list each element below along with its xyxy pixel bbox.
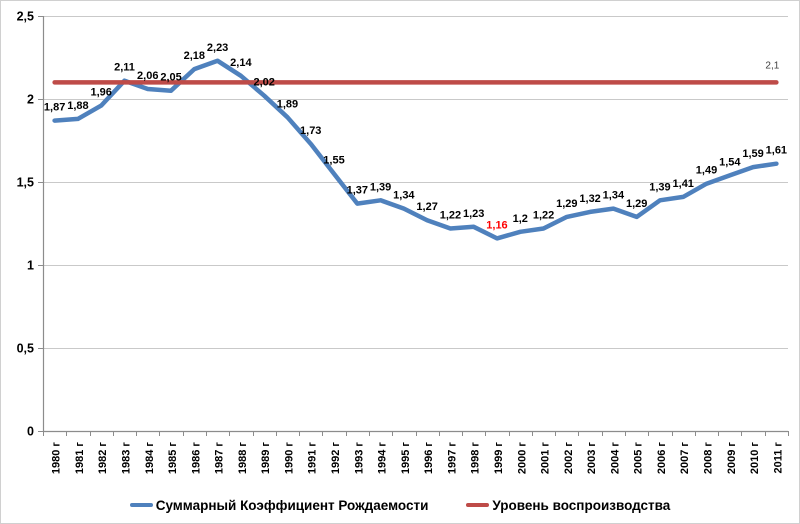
data-label: 1,55 <box>323 155 344 167</box>
data-label: 1,37 <box>347 185 368 197</box>
data-label: 1,39 <box>370 181 391 193</box>
data-label: 1,29 <box>626 198 647 210</box>
x-tick-label: 1982 г <box>97 442 109 475</box>
x-tick-label: 2005 г <box>633 442 645 475</box>
y-tick-label: 2 <box>27 93 34 107</box>
x-tick-label: 2009 г <box>726 442 738 475</box>
x-tick-label: 1981 г <box>74 442 86 475</box>
data-label: 1,27 <box>416 201 437 213</box>
data-label: 2,06 <box>137 70 158 82</box>
data-label: 1,87 <box>44 102 65 114</box>
x-tick-label: 2000 г <box>516 442 528 475</box>
data-label: 1,89 <box>277 98 298 110</box>
y-tick-label: 1 <box>27 259 34 273</box>
x-tick-label: 1994 г <box>377 442 389 475</box>
x-tick-label: 1985 г <box>167 442 179 475</box>
data-label: 1,22 <box>533 209 554 221</box>
x-tick-label: 1993 г <box>353 442 365 475</box>
legend-item-replacement-level: Уровень воспроизводства <box>466 498 670 513</box>
x-tick-label: 1987 г <box>214 442 226 475</box>
data-label: 2,05 <box>160 72 181 84</box>
x-tick-label: 1980 г <box>51 442 63 475</box>
x-tick-label: 1989 г <box>260 442 272 475</box>
data-label: 1,59 <box>742 148 763 160</box>
replacement-line-swatch <box>466 502 490 508</box>
x-tick-label: 2010 г <box>749 442 761 475</box>
data-label: 1,96 <box>90 87 111 99</box>
x-tick-label: 1986 г <box>190 442 202 475</box>
x-tick-label: 2008 г <box>703 442 715 475</box>
x-tick-label: 1991 г <box>307 442 319 475</box>
legend-label-fertility-rate: Суммарный Коэффициент Рождаемости <box>155 497 429 513</box>
x-tick-label: 1990 г <box>283 442 295 475</box>
legend-item-fertility-rate: Суммарный Коэффициент Рождаемости <box>129 497 429 513</box>
data-label: 1,41 <box>673 178 694 190</box>
data-label: 1,54 <box>719 156 741 168</box>
data-label: 1,29 <box>556 198 577 210</box>
chart-legend: Суммарный Коэффициент Рождаемости Уровен… <box>1 492 799 518</box>
y-tick-label: 0,5 <box>17 342 34 356</box>
x-tick-label: 1988 г <box>237 442 249 475</box>
x-tick-label: 1992 г <box>330 442 342 475</box>
x-tick-label: 1984 г <box>144 442 156 475</box>
x-tick-label: 2007 г <box>679 442 691 475</box>
chart-plot-area: 0 0,5 1 1,5 2 2,5 1980 г 1981 г 1982 г 1983 г 1984… <box>17 10 789 475</box>
data-label: 1,23 <box>463 208 484 220</box>
x-tick-label: 2003 г <box>586 442 598 475</box>
x-tick-label: 2004 г <box>609 442 621 475</box>
data-label: 1,34 <box>603 190 625 202</box>
legend-label-replacement-level: Уровень воспроизводства <box>492 497 671 513</box>
y-tick-label: 0 <box>27 425 34 439</box>
data-label: 2,18 <box>184 50 205 62</box>
data-label: 1,61 <box>766 145 787 157</box>
x-tick-label: 1998 г <box>470 442 482 475</box>
x-tick-label: 1997 г <box>446 442 458 475</box>
data-label: 1,49 <box>696 165 717 177</box>
x-tick-label: 1999 г <box>493 442 505 475</box>
x-tick-label: 2011 г <box>772 442 784 474</box>
x-tick-label: 1983 г <box>120 442 132 475</box>
x-tick-label: 1996 г <box>423 442 435 475</box>
data-label: 2,02 <box>253 77 274 89</box>
x-tick-label: 1995 г <box>400 442 412 475</box>
x-tick-label: 2001 г <box>540 442 552 475</box>
data-label: 1,34 <box>393 190 415 202</box>
y-tick-label: 2,5 <box>17 10 34 24</box>
data-label: 2,11 <box>114 62 135 74</box>
replacement-value-label: 2,1 <box>765 60 779 71</box>
fertility-rate-line <box>52 58 779 241</box>
data-label: 1,39 <box>649 181 670 193</box>
data-label: 1,2 <box>513 213 528 225</box>
x-tick-label: 2002 г <box>563 442 575 475</box>
data-label: 1,73 <box>300 125 321 137</box>
data-label: 1,22 <box>440 209 461 221</box>
x-tick-label: 2006 г <box>656 442 668 475</box>
data-label: 1,88 <box>67 100 88 112</box>
data-label: 1,16 <box>486 219 507 231</box>
data-label: 2,14 <box>230 57 252 69</box>
data-label: 1,32 <box>579 193 600 205</box>
data-label: 2,23 <box>207 42 228 54</box>
fertility-line-swatch <box>129 502 153 508</box>
y-tick-label: 1,5 <box>17 176 34 190</box>
